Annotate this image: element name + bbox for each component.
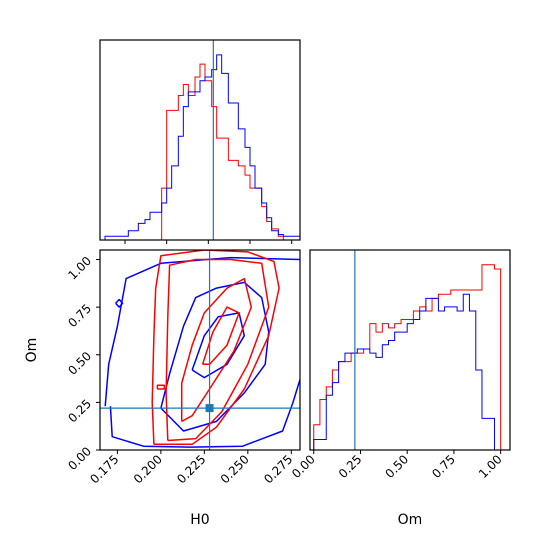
joint-series-0-contour-1 (104, 256, 300, 407)
joint-series-1-contour-1 (165, 258, 270, 442)
histogram-2-series-1-step (313, 293, 501, 451)
joint-series-1-contour-0 (151, 250, 280, 446)
om-xtick-label-2: 0.50 (383, 452, 412, 481)
histogram-0-group (99, 39, 301, 241)
histogram-0-series-0-step (100, 63, 284, 241)
om-xtick-label-1: 0.25 (336, 452, 365, 481)
joint-xtick-label-3: 0.250 (218, 452, 252, 486)
om-xtick-label-3: 0.75 (429, 452, 458, 481)
joint-xtick-label-1: 0.200 (131, 452, 165, 486)
joint-ytick-label-4: 1.00 (65, 254, 94, 283)
om-xtick-label-0: 0.00 (289, 452, 318, 481)
histogram-2-frame (309, 249, 511, 451)
joint-series-0-contour-0 (109, 379, 300, 448)
histogram-0-frame (99, 39, 301, 241)
joint-ytick-label-2: 0.50 (65, 349, 94, 378)
joint-truth-marker (205, 404, 214, 413)
om-xtick-label-4: 1.00 (476, 452, 505, 481)
joint-ylabel: Om (24, 338, 40, 363)
joint-ytick-label-1: 0.25 (65, 397, 94, 426)
joint-xtick-label-2: 0.225 (174, 452, 208, 486)
histogram-2-group (309, 249, 511, 451)
joint-ytick-label-3: 0.75 (65, 301, 94, 330)
joint-series-0-contour-2 (160, 281, 270, 432)
joint-contours-group (100, 250, 300, 450)
joint-xtick-label-0: 0.175 (87, 452, 121, 486)
joint-series-1-contour-4 (156, 384, 166, 390)
joint-series-1-contour-2 (180, 277, 253, 423)
om-xlabel: Om (398, 512, 423, 528)
joint-xlabel: H0 (190, 512, 209, 528)
histogram-0-series-1-step (100, 54, 301, 241)
joint-series-0-contour-4 (115, 298, 124, 308)
joint-ytick-label-0: 0.00 (65, 444, 94, 473)
histogram-2-series-0-step (313, 264, 502, 450)
joint-series-0-contour-3 (191, 312, 246, 379)
joint-frame (99, 249, 301, 451)
